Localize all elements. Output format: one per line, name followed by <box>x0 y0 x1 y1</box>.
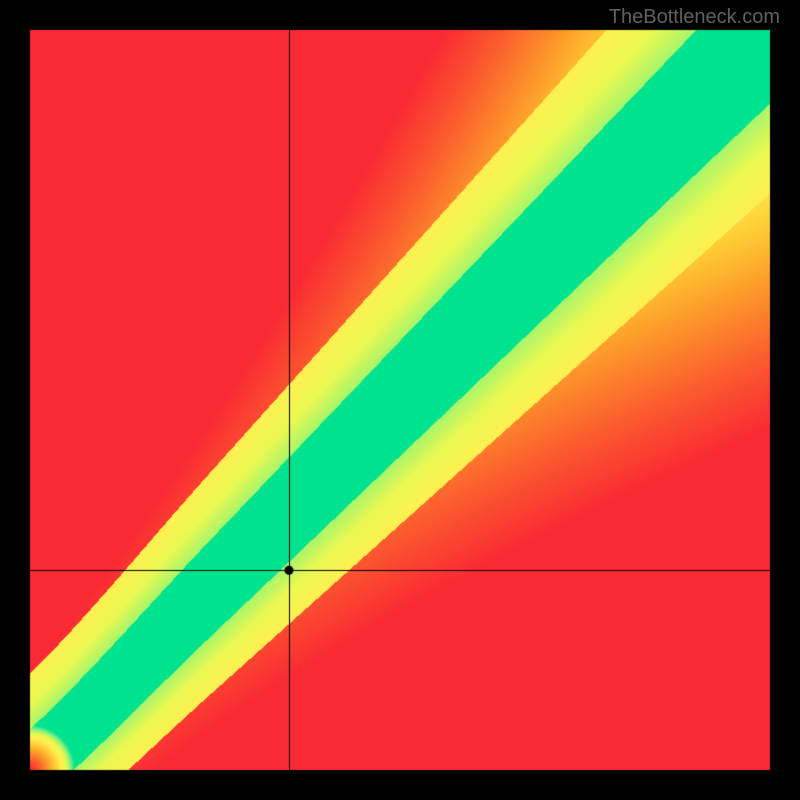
watermark-text: TheBottleneck.com <box>609 6 780 29</box>
heatmap-canvas <box>0 0 800 800</box>
chart-container: TheBottleneck.com <box>0 0 800 800</box>
